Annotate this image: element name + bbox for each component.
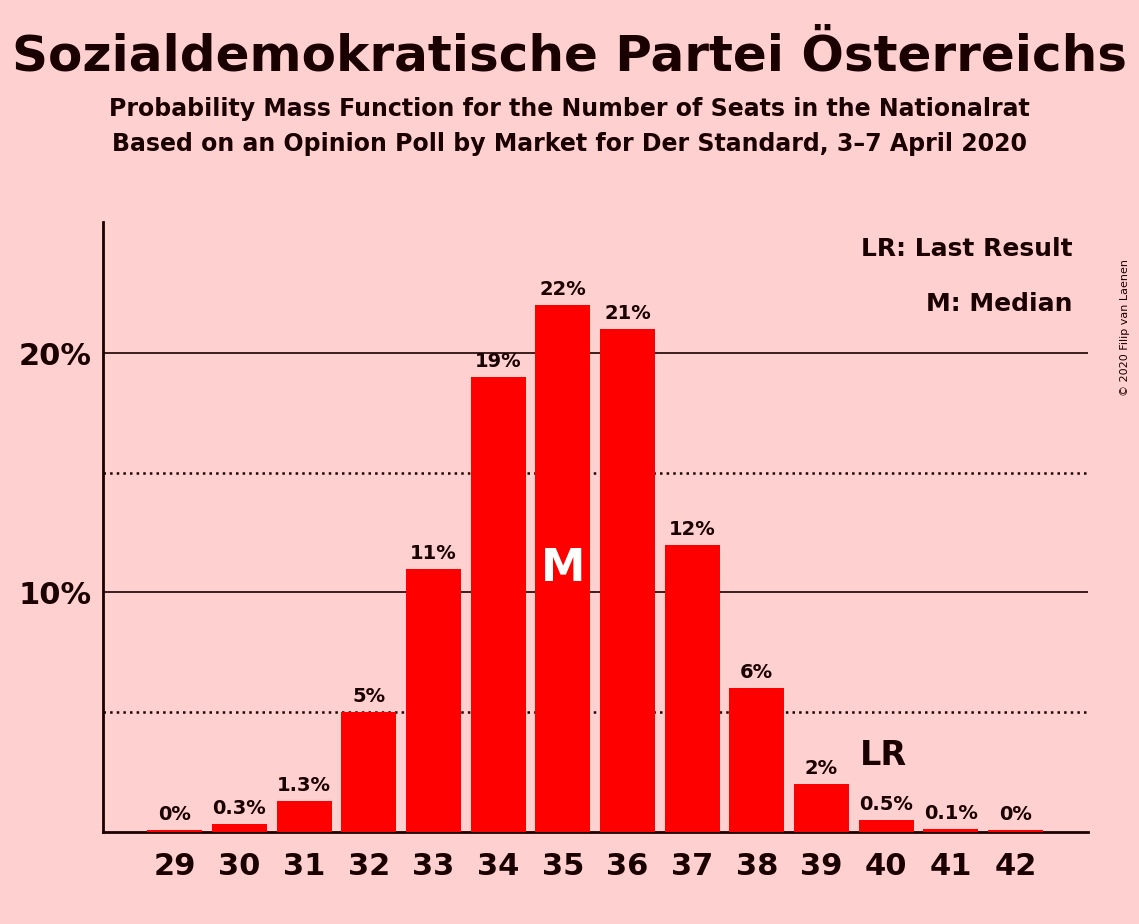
Bar	[600, 329, 655, 832]
Text: 22%: 22%	[540, 281, 587, 299]
Bar	[665, 544, 720, 832]
Text: Sozialdemokratische Partei Österreichs: Sozialdemokratische Partei Österreichs	[13, 32, 1126, 80]
Text: 5%: 5%	[352, 687, 385, 706]
Text: 0%: 0%	[999, 806, 1032, 824]
Text: © 2020 Filip van Laenen: © 2020 Filip van Laenen	[1120, 259, 1130, 395]
Bar	[342, 712, 396, 832]
Text: LR: Last Result: LR: Last Result	[861, 237, 1073, 261]
Text: 11%: 11%	[410, 543, 457, 563]
Text: 12%: 12%	[669, 519, 715, 539]
Bar	[535, 306, 590, 832]
Text: 2%: 2%	[805, 759, 838, 778]
Text: Probability Mass Function for the Number of Seats in the Nationalrat: Probability Mass Function for the Number…	[109, 97, 1030, 121]
Bar	[924, 829, 978, 832]
Text: Based on an Opinion Poll by Market for Der Standard, 3–7 April 2020: Based on an Opinion Poll by Market for D…	[112, 132, 1027, 156]
Bar	[988, 831, 1043, 832]
Text: 0.1%: 0.1%	[924, 804, 977, 823]
Text: M: M	[541, 547, 585, 590]
Bar	[277, 800, 331, 832]
Bar	[859, 820, 913, 832]
Text: LR: LR	[860, 738, 908, 772]
Bar	[470, 377, 525, 832]
Bar	[405, 568, 461, 832]
Text: 19%: 19%	[475, 352, 522, 371]
Text: 1.3%: 1.3%	[277, 775, 331, 795]
Text: 0%: 0%	[158, 806, 191, 824]
Bar	[147, 831, 203, 832]
Text: 21%: 21%	[604, 304, 650, 323]
Bar	[212, 824, 267, 832]
Text: 0.3%: 0.3%	[213, 799, 267, 819]
Bar	[794, 784, 849, 832]
Text: 0.5%: 0.5%	[859, 795, 913, 814]
Bar	[729, 688, 785, 832]
Text: M: Median: M: Median	[926, 292, 1073, 316]
Text: 6%: 6%	[740, 663, 773, 682]
